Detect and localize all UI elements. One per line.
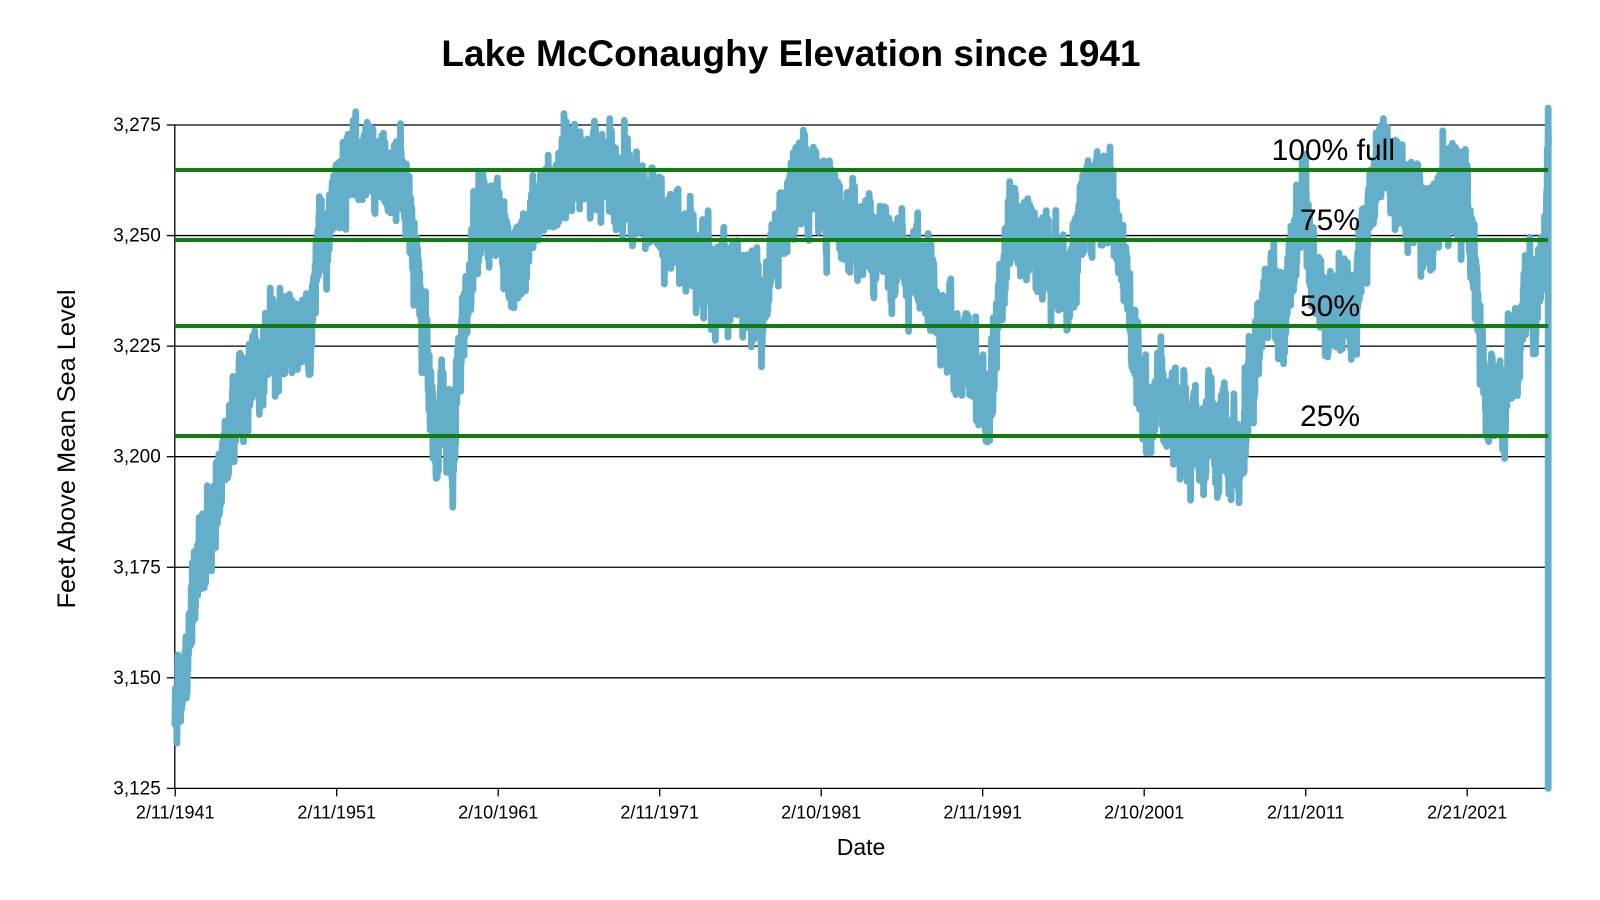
svg-text:3,150: 3,150 [113,668,161,689]
svg-text:2/11/2011: 2/11/2011 [1267,802,1344,822]
svg-text:75%: 75% [1300,204,1360,237]
svg-text:Feet Above Mean Sea Level: Feet Above Mean Sea Level [53,289,81,608]
svg-text:Lake McConaughy Elevation sinc: Lake McConaughy Elevation since 1941 [441,33,1140,74]
svg-text:2/11/1991: 2/11/1991 [943,802,1022,822]
svg-text:Date: Date [837,834,886,860]
svg-text:3,175: 3,175 [113,557,161,578]
svg-text:2/11/1951: 2/11/1951 [297,802,376,822]
svg-text:100% full: 100% full [1272,134,1395,167]
svg-text:2/11/1971: 2/11/1971 [620,802,699,822]
svg-text:2/10/1961: 2/10/1961 [458,802,538,822]
svg-text:3,275: 3,275 [113,115,161,136]
svg-text:50%: 50% [1300,290,1360,323]
svg-text:2/21/2021: 2/21/2021 [1427,802,1507,822]
svg-text:3,200: 3,200 [113,447,161,468]
svg-text:2/10/1981: 2/10/1981 [781,802,861,822]
svg-text:3,250: 3,250 [113,226,161,247]
svg-text:3,225: 3,225 [113,336,161,357]
svg-text:2/10/2001: 2/10/2001 [1104,802,1184,822]
svg-text:2/11/1941: 2/11/1941 [136,802,215,822]
svg-text:25%: 25% [1300,400,1360,433]
svg-text:3,125: 3,125 [113,778,161,799]
